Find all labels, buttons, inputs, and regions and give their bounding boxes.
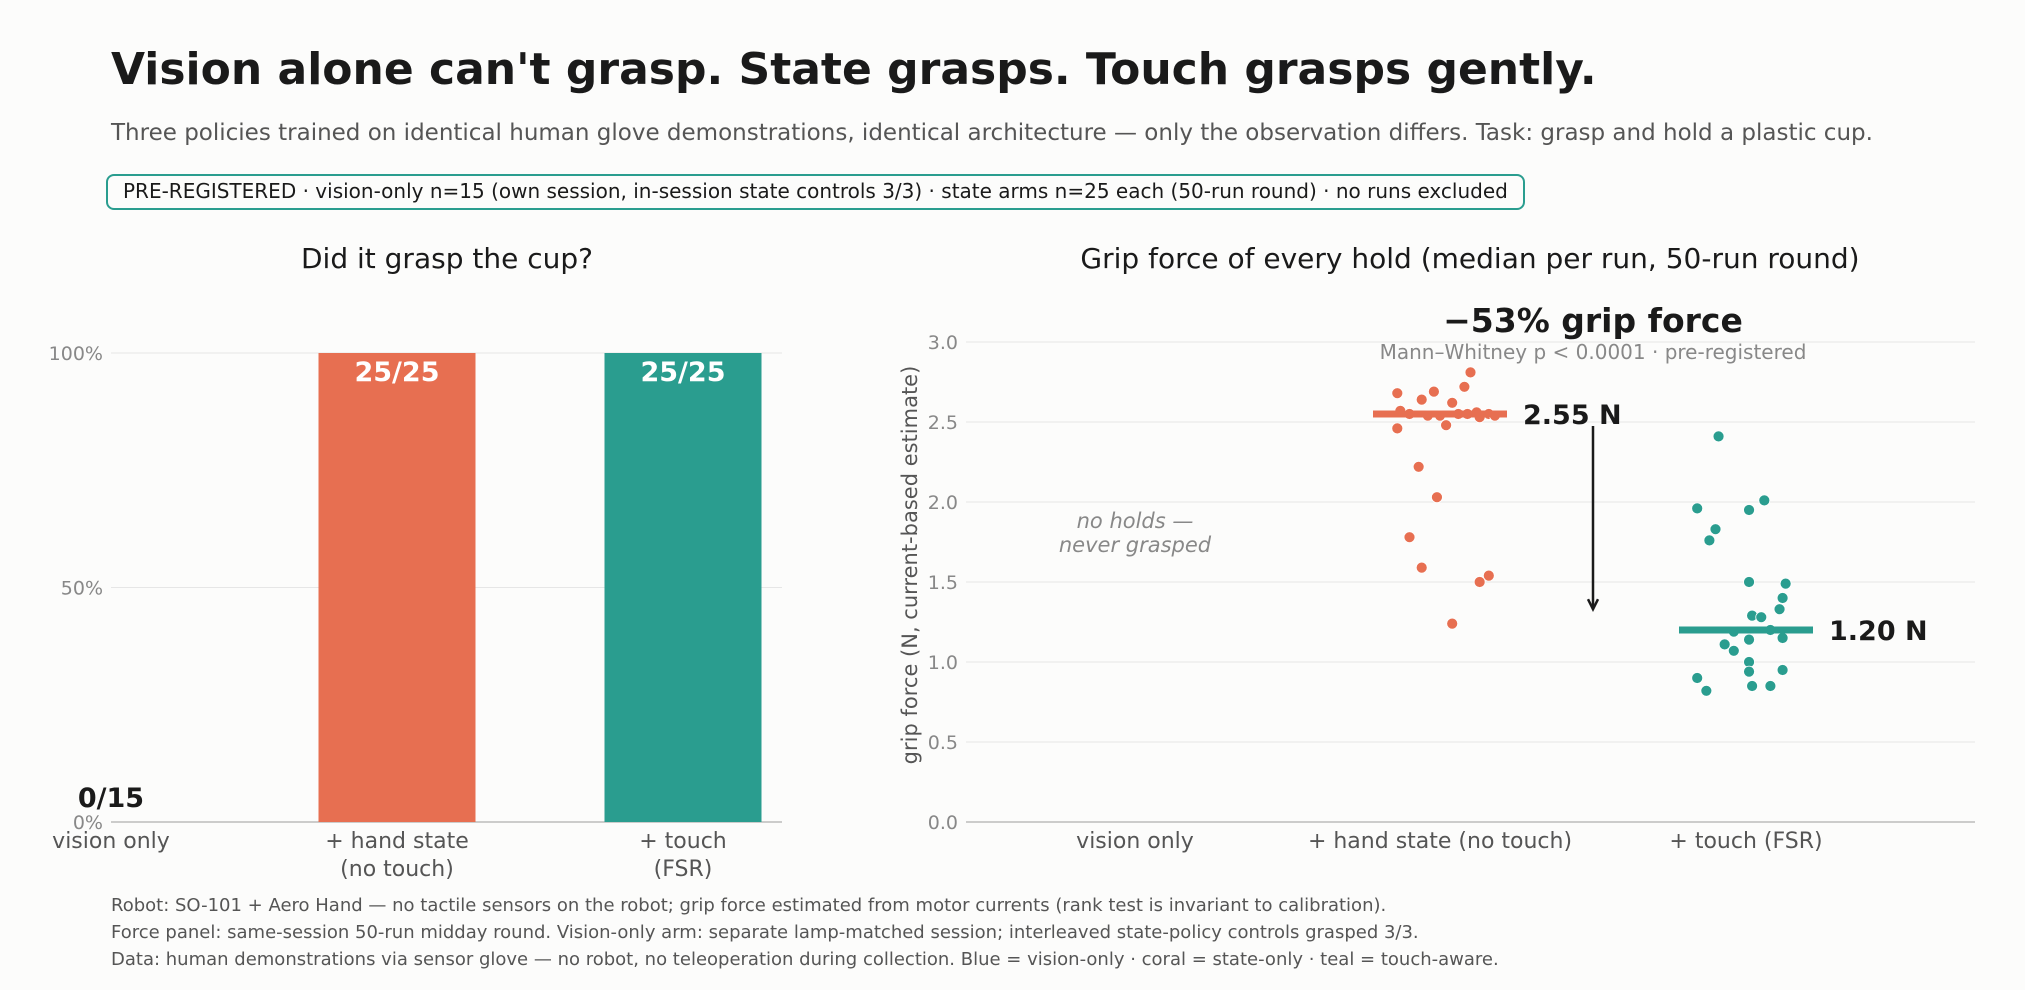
scatter-point [1415, 561, 1428, 574]
scatter-panel: Grip force of every hold (median per run… [898, 242, 1975, 854]
page-title: Vision alone can't grasp. State grasps. … [111, 44, 1597, 95]
scatter-point [1773, 603, 1786, 616]
scatter-chart-title: Grip force of every hold (median per run… [1080, 242, 1859, 275]
scatter-y-tick-label: 2.5 [928, 412, 958, 434]
scatter-point [1691, 672, 1704, 684]
bar-x-tick-label: (FSR) [654, 857, 713, 882]
bar-data-label: 25/25 [354, 357, 439, 388]
scatter-point [1440, 419, 1452, 432]
empty-arm-note-line: never grasped [1059, 533, 1212, 557]
scatter-x-tick-label: + touch (FSR) [1669, 829, 1822, 854]
scatter-point [1391, 387, 1404, 400]
bar-y-tick-label: 50% [61, 578, 103, 600]
scatter-x-axis-ticks: vision only + hand state (no touch) + touc… [1076, 829, 1822, 854]
bar-data-labels: 0/15 25/25 25/25 [78, 357, 726, 814]
bar-data-label: 25/25 [640, 357, 725, 388]
scatter-point [1727, 644, 1740, 657]
scatter-point [1764, 680, 1777, 692]
bar-y-tick-label: 100% [49, 343, 103, 365]
scatter-point [1743, 633, 1755, 646]
bar-x-tick-label: (no touch) [340, 857, 454, 882]
scatter-x-tick-label: vision only [1076, 829, 1194, 854]
arrow-head [1586, 598, 1600, 612]
bar-data-label: 0/15 [78, 783, 144, 814]
footnote-line: Force panel: same-session 50-run midday … [111, 922, 1419, 943]
reduction-arrow [1586, 426, 1600, 612]
bar-series [318, 353, 762, 822]
scatter-point [1779, 577, 1792, 590]
scatter-point [1709, 523, 1722, 536]
bar-x-axis-ticks: vision only + hand state (no touch) + touch… [52, 829, 727, 882]
bar-y-tick-label: 0% [73, 812, 103, 834]
scatter-y-tick-label: 0.5 [928, 732, 958, 754]
scatter-point [1743, 665, 1755, 678]
scatter-gridlines [966, 341, 1975, 823]
median-markers: 2.55 N 1.20 N [1373, 400, 1928, 647]
scatter-point [1743, 576, 1755, 588]
median-label: 1.20 N [1829, 616, 1928, 647]
scatter-point [1718, 638, 1731, 651]
scatter-point [1473, 576, 1486, 588]
scatter-y-tick-label: 2.0 [928, 492, 958, 514]
bar [604, 353, 762, 822]
empty-arm-note: no holds —never grasped [1059, 509, 1212, 557]
bar-panel: Did it grasp the cup? 0% 50% 100% 0/15 25/2… [49, 242, 782, 882]
significance-note: Mann–Whitney p < 0.0001 · pre-registered [1380, 340, 1807, 364]
scatter-point [1758, 494, 1771, 507]
scatter-point [1712, 430, 1725, 443]
scatter-point [1458, 380, 1471, 393]
scatter-y-tick-label: 1.5 [928, 572, 958, 594]
scatter-y-tick-label: 0.0 [928, 812, 958, 834]
scatter-x-tick-label: + hand state (no touch) [1308, 829, 1572, 854]
scatter-point [1776, 664, 1789, 676]
scatter-point [1428, 385, 1440, 398]
scatter-point [1412, 460, 1425, 473]
bar-x-tick-label: + touch [639, 829, 727, 854]
page-subtitle: Three policies trained on identical huma… [111, 120, 1873, 146]
scatter-y-tick-label: 3.0 [928, 332, 958, 354]
scatter-point [1700, 684, 1713, 697]
bar [318, 353, 476, 822]
scatter-point [1391, 422, 1404, 435]
scatter-point [1746, 680, 1758, 692]
scatter-point [1482, 569, 1495, 582]
preregistered-badge: PRE-REGISTERED · vision-only n=15 (own s… [106, 174, 1525, 210]
footnote-line: Data: human demonstrations via sensor gl… [111, 949, 1499, 970]
scatter-point [1403, 531, 1416, 544]
bar-y-axis-ticks: 0% 50% 100% [49, 343, 103, 834]
scatter-point [1755, 611, 1768, 624]
median-label: 2.55 N [1523, 400, 1622, 431]
bar-chart-title: Did it grasp the cup? [301, 242, 593, 275]
scatter-point [1691, 502, 1704, 515]
scatter-point [1446, 396, 1459, 409]
scatter-point [1776, 592, 1789, 604]
scatter-point [1703, 534, 1716, 547]
scatter-point [1776, 632, 1789, 644]
footnotes: Robot: SO-101 + Aero Hand — no tactile s… [111, 892, 1499, 973]
scatter-point [1446, 617, 1459, 630]
scatter-point [1431, 491, 1443, 504]
scatter-point [1743, 504, 1755, 516]
scatter-y-axis-ticks: 0.0 0.5 1.0 1.5 2.0 2.5 3.0 [928, 332, 958, 834]
effect-headline: −53% grip force [1443, 301, 1743, 340]
scatter-point [1464, 366, 1477, 379]
bar-x-tick-label: vision only [52, 829, 170, 854]
scatter-y-axis-label: grip force (N, current-based estimate) [898, 366, 922, 765]
empty-arm-note-line: no holds — [1077, 509, 1194, 533]
footnote-line: Robot: SO-101 + Aero Hand — no tactile s… [111, 895, 1387, 916]
scatter-y-tick-label: 1.0 [928, 652, 958, 674]
scatter-point [1415, 393, 1428, 406]
bar-x-tick-label: + hand state [325, 829, 468, 854]
